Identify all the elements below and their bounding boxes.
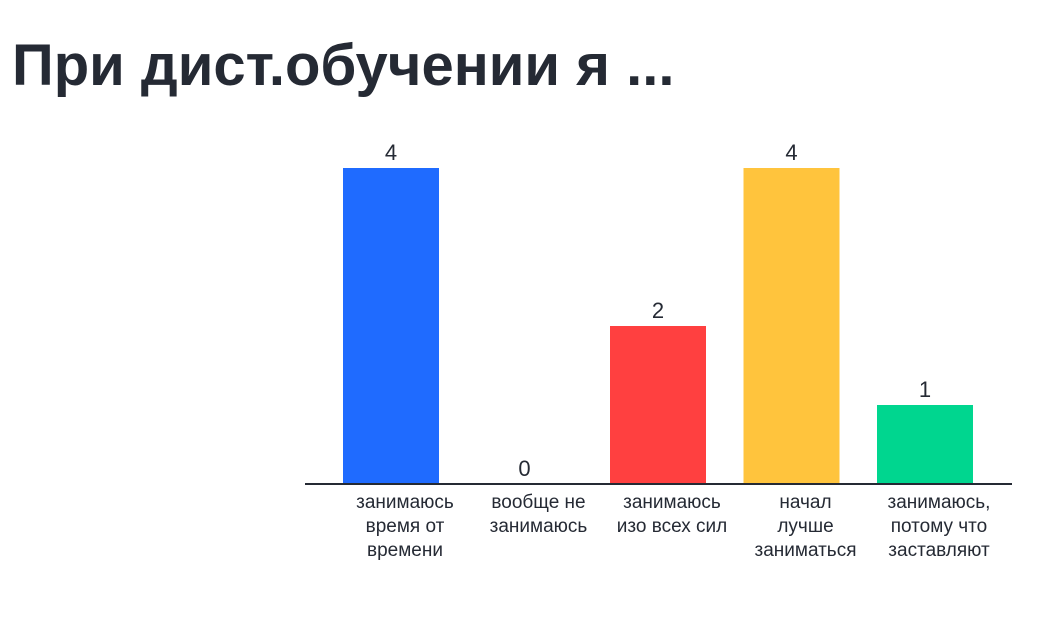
category-label-5: занимаюсь, потому что заставляют bbox=[888, 492, 991, 561]
bar-5 bbox=[877, 405, 973, 484]
bar-1 bbox=[343, 168, 439, 484]
value-label-2: 0 bbox=[518, 456, 530, 481]
category-label-4: начал лучше заниматься bbox=[755, 492, 857, 561]
chart-title: При дист.обучении я ... bbox=[12, 33, 675, 98]
category-labels-group: занимаюсь время от времени вообще не занимаю… bbox=[356, 492, 990, 561]
value-label-3: 2 bbox=[652, 298, 664, 323]
bar-3 bbox=[610, 326, 706, 484]
value-label-1: 4 bbox=[385, 140, 397, 165]
category-label-2: вообще не занимаюсь bbox=[490, 492, 588, 537]
bar-4 bbox=[743, 168, 840, 484]
value-label-4: 4 bbox=[785, 140, 797, 165]
value-labels-group: 4 0 2 4 1 bbox=[385, 140, 931, 481]
category-label-1: занимаюсь время от времени bbox=[356, 492, 454, 561]
bars-group bbox=[343, 168, 973, 484]
category-label-3: занимаюсь изо всех сил bbox=[617, 492, 727, 537]
value-label-5: 1 bbox=[919, 377, 931, 402]
